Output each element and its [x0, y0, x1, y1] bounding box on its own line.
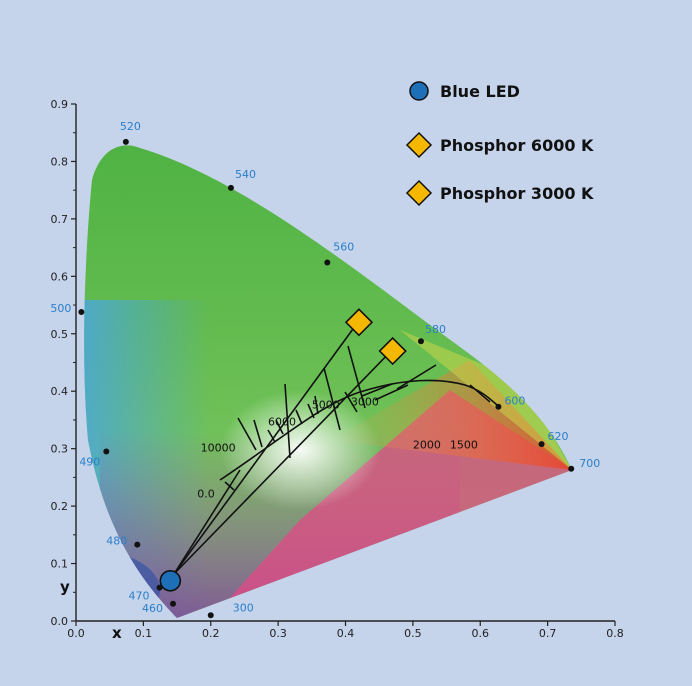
wavelength-point: [207, 612, 214, 619]
x-tick-label: 0.7: [539, 627, 557, 640]
phosphor-point: [344, 308, 374, 337]
y-axis-label: y: [60, 578, 70, 596]
legend-label-phosphor-6000: Phosphor 6000 K: [440, 136, 594, 155]
x-axis-label: x: [112, 624, 122, 642]
wavelength-point: [170, 600, 177, 607]
wavelength-point: [134, 541, 141, 548]
wavelength-point: [103, 448, 110, 455]
wavelength-label: 490: [79, 456, 100, 469]
x-tick-label: 0.4: [337, 627, 355, 640]
wavelength-point: [417, 338, 424, 345]
mixing-lines: [173, 317, 397, 575]
y-ticks: 0.0 0.1 0.2 0.3 0.4 0.5 0.6 0.7 0.8 0.9: [51, 98, 76, 628]
cct-label: 0.0: [197, 487, 215, 500]
wavelength-label: 620: [548, 430, 569, 443]
x-tick-label: 0.8: [606, 627, 624, 640]
wavelength-point: [495, 403, 502, 410]
y-tick-label: 0.1: [51, 558, 69, 571]
wavelength-label: 520: [120, 120, 141, 133]
wavelength-label: 540: [235, 168, 256, 181]
wavelength-label: 560: [333, 241, 354, 254]
wavelength-label: 460: [142, 602, 163, 615]
blue-led-point: [159, 569, 182, 592]
x-tick-label: 0.3: [269, 627, 287, 640]
y-tick-label: 0.6: [51, 270, 69, 283]
y-tick-label: 0.2: [51, 500, 69, 513]
legend-label-phosphor-3000: Phosphor 3000 K: [440, 184, 594, 203]
wavelength-label: 580: [425, 323, 446, 336]
phosphor-point: [378, 336, 407, 366]
planckian-locus: [219, 379, 498, 481]
legend: Blue LED Phosphor 6000 K Phosphor 3000 K: [405, 81, 594, 207]
x-tick-label: 0.2: [202, 627, 220, 640]
x-ticks: 0.0 0.1 0.2 0.3 0.4 0.5 0.6 0.7 0.8: [67, 621, 624, 640]
legend-diamond-marker: [405, 131, 433, 159]
legend-item-blue-led: Blue LED: [409, 81, 520, 101]
cct-label: 2000: [413, 439, 441, 452]
wavelength-point: [324, 259, 331, 266]
cct-label: 6000: [268, 416, 296, 429]
wavelength-label: 600: [504, 395, 525, 408]
wavelength-point: [568, 465, 575, 472]
cct-label: 5000: [312, 398, 340, 411]
y-tick-label: 0.5: [51, 328, 69, 341]
legend-diamond-marker: [405, 179, 433, 207]
legend-circle-marker: [409, 81, 429, 101]
y-tick-label: 0.8: [51, 155, 69, 168]
wavelength-label: 500: [50, 302, 71, 315]
zero-marker: [224, 481, 235, 491]
y-tick-label: 0.3: [51, 443, 69, 456]
x-tick-label: 0.1: [135, 627, 153, 640]
source-markers: [159, 308, 407, 592]
wavelength-label: 480: [106, 535, 127, 548]
cct-labels: 10000 6000 5000 3000 2000 1500 0.0: [197, 396, 478, 501]
y-tick-label: 0.7: [51, 213, 69, 226]
y-tick-label: 0.0: [51, 615, 69, 628]
wavelength-point: [78, 308, 85, 315]
wavelength-label: 700: [579, 457, 600, 470]
wavelength-label: 470: [129, 590, 150, 603]
wavelength-point: [538, 441, 545, 448]
cct-label: 1500: [450, 439, 478, 452]
legend-item-phosphor-6000: Phosphor 6000 K: [405, 131, 594, 159]
x-tick-label: 0.5: [404, 627, 422, 640]
cct-label: 10000: [201, 442, 236, 455]
x-tick-label: 0.6: [472, 627, 490, 640]
cct-label: 3000: [351, 396, 379, 409]
wavelength-point: [227, 184, 234, 191]
wavelength-label: 300: [233, 601, 254, 614]
x-tick-label: 0.0: [67, 627, 85, 640]
wavelength-point: [122, 138, 129, 145]
y-tick-label: 0.9: [51, 98, 69, 111]
isotherm-lines: [237, 345, 491, 459]
legend-item-phosphor-3000: Phosphor 3000 K: [405, 179, 594, 207]
y-tick-label: 0.4: [51, 385, 69, 398]
legend-label-blue-led: Blue LED: [440, 82, 520, 101]
